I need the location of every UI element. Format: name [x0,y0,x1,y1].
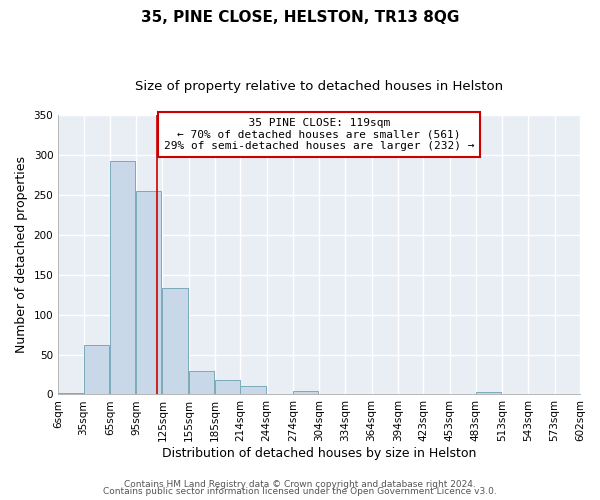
Text: Contains HM Land Registry data © Crown copyright and database right 2024.: Contains HM Land Registry data © Crown c… [124,480,476,489]
Bar [240,386,266,394]
Bar [293,392,318,394]
Bar [215,380,240,394]
Bar [163,288,188,395]
Bar [110,160,135,394]
Bar [58,393,83,394]
Text: 35, PINE CLOSE, HELSTON, TR13 8QG: 35, PINE CLOSE, HELSTON, TR13 8QG [141,10,459,25]
Text: 35 PINE CLOSE: 119sqm  
← 70% of detached houses are smaller (561)
29% of semi-d: 35 PINE CLOSE: 119sqm ← 70% of detached … [164,118,475,151]
Bar [476,392,501,394]
X-axis label: Distribution of detached houses by size in Helston: Distribution of detached houses by size … [162,447,476,460]
Text: Contains public sector information licensed under the Open Government Licence v3: Contains public sector information licen… [103,487,497,496]
Bar [188,370,214,394]
Y-axis label: Number of detached properties: Number of detached properties [15,156,28,353]
Title: Size of property relative to detached houses in Helston: Size of property relative to detached ho… [135,80,503,93]
Bar [136,191,161,394]
Bar [83,345,109,395]
